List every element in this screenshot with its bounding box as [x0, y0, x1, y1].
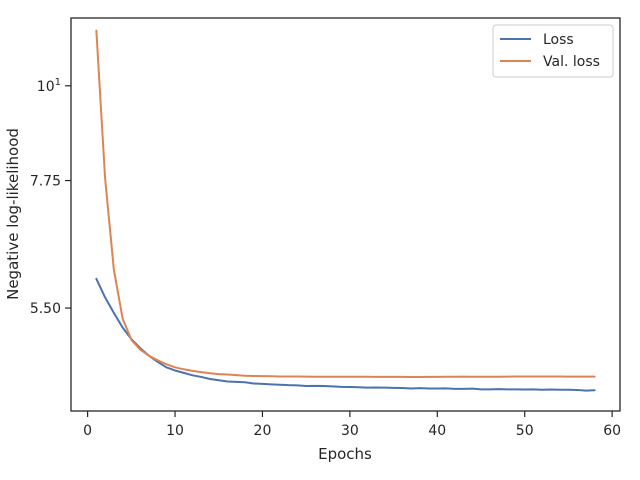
- x-tick-label: 60: [603, 423, 621, 439]
- legend-label-loss: Loss: [543, 32, 574, 48]
- x-tick-label: 30: [341, 423, 359, 439]
- x-tick-label: 50: [516, 423, 534, 439]
- plot-frame: [70, 17, 621, 412]
- y-tick-label: 101: [37, 77, 61, 95]
- y-tick-label: 7.75: [30, 174, 61, 190]
- x-tick-label: 10: [166, 423, 184, 439]
- plot-marks: [95, 29, 596, 392]
- y-axis-title: Negative log-likelihood: [4, 128, 22, 300]
- y-axis-ticks: 101 7.75 5.50: [30, 77, 71, 317]
- series-line-loss: [95, 277, 596, 392]
- series-line-val-loss: [95, 29, 596, 378]
- x-axis-ticks: 0 10 20 30 40 50 60: [83, 411, 621, 439]
- legend-label-val-loss: Val. loss: [543, 54, 600, 70]
- x-tick-label: 20: [254, 423, 272, 439]
- legend: Loss Val. loss: [492, 24, 614, 78]
- x-axis-title: Epochs: [318, 445, 372, 463]
- y-tick-label: 5.50: [30, 301, 61, 317]
- x-tick-label: 0: [83, 423, 92, 439]
- x-tick-label: 40: [428, 423, 446, 439]
